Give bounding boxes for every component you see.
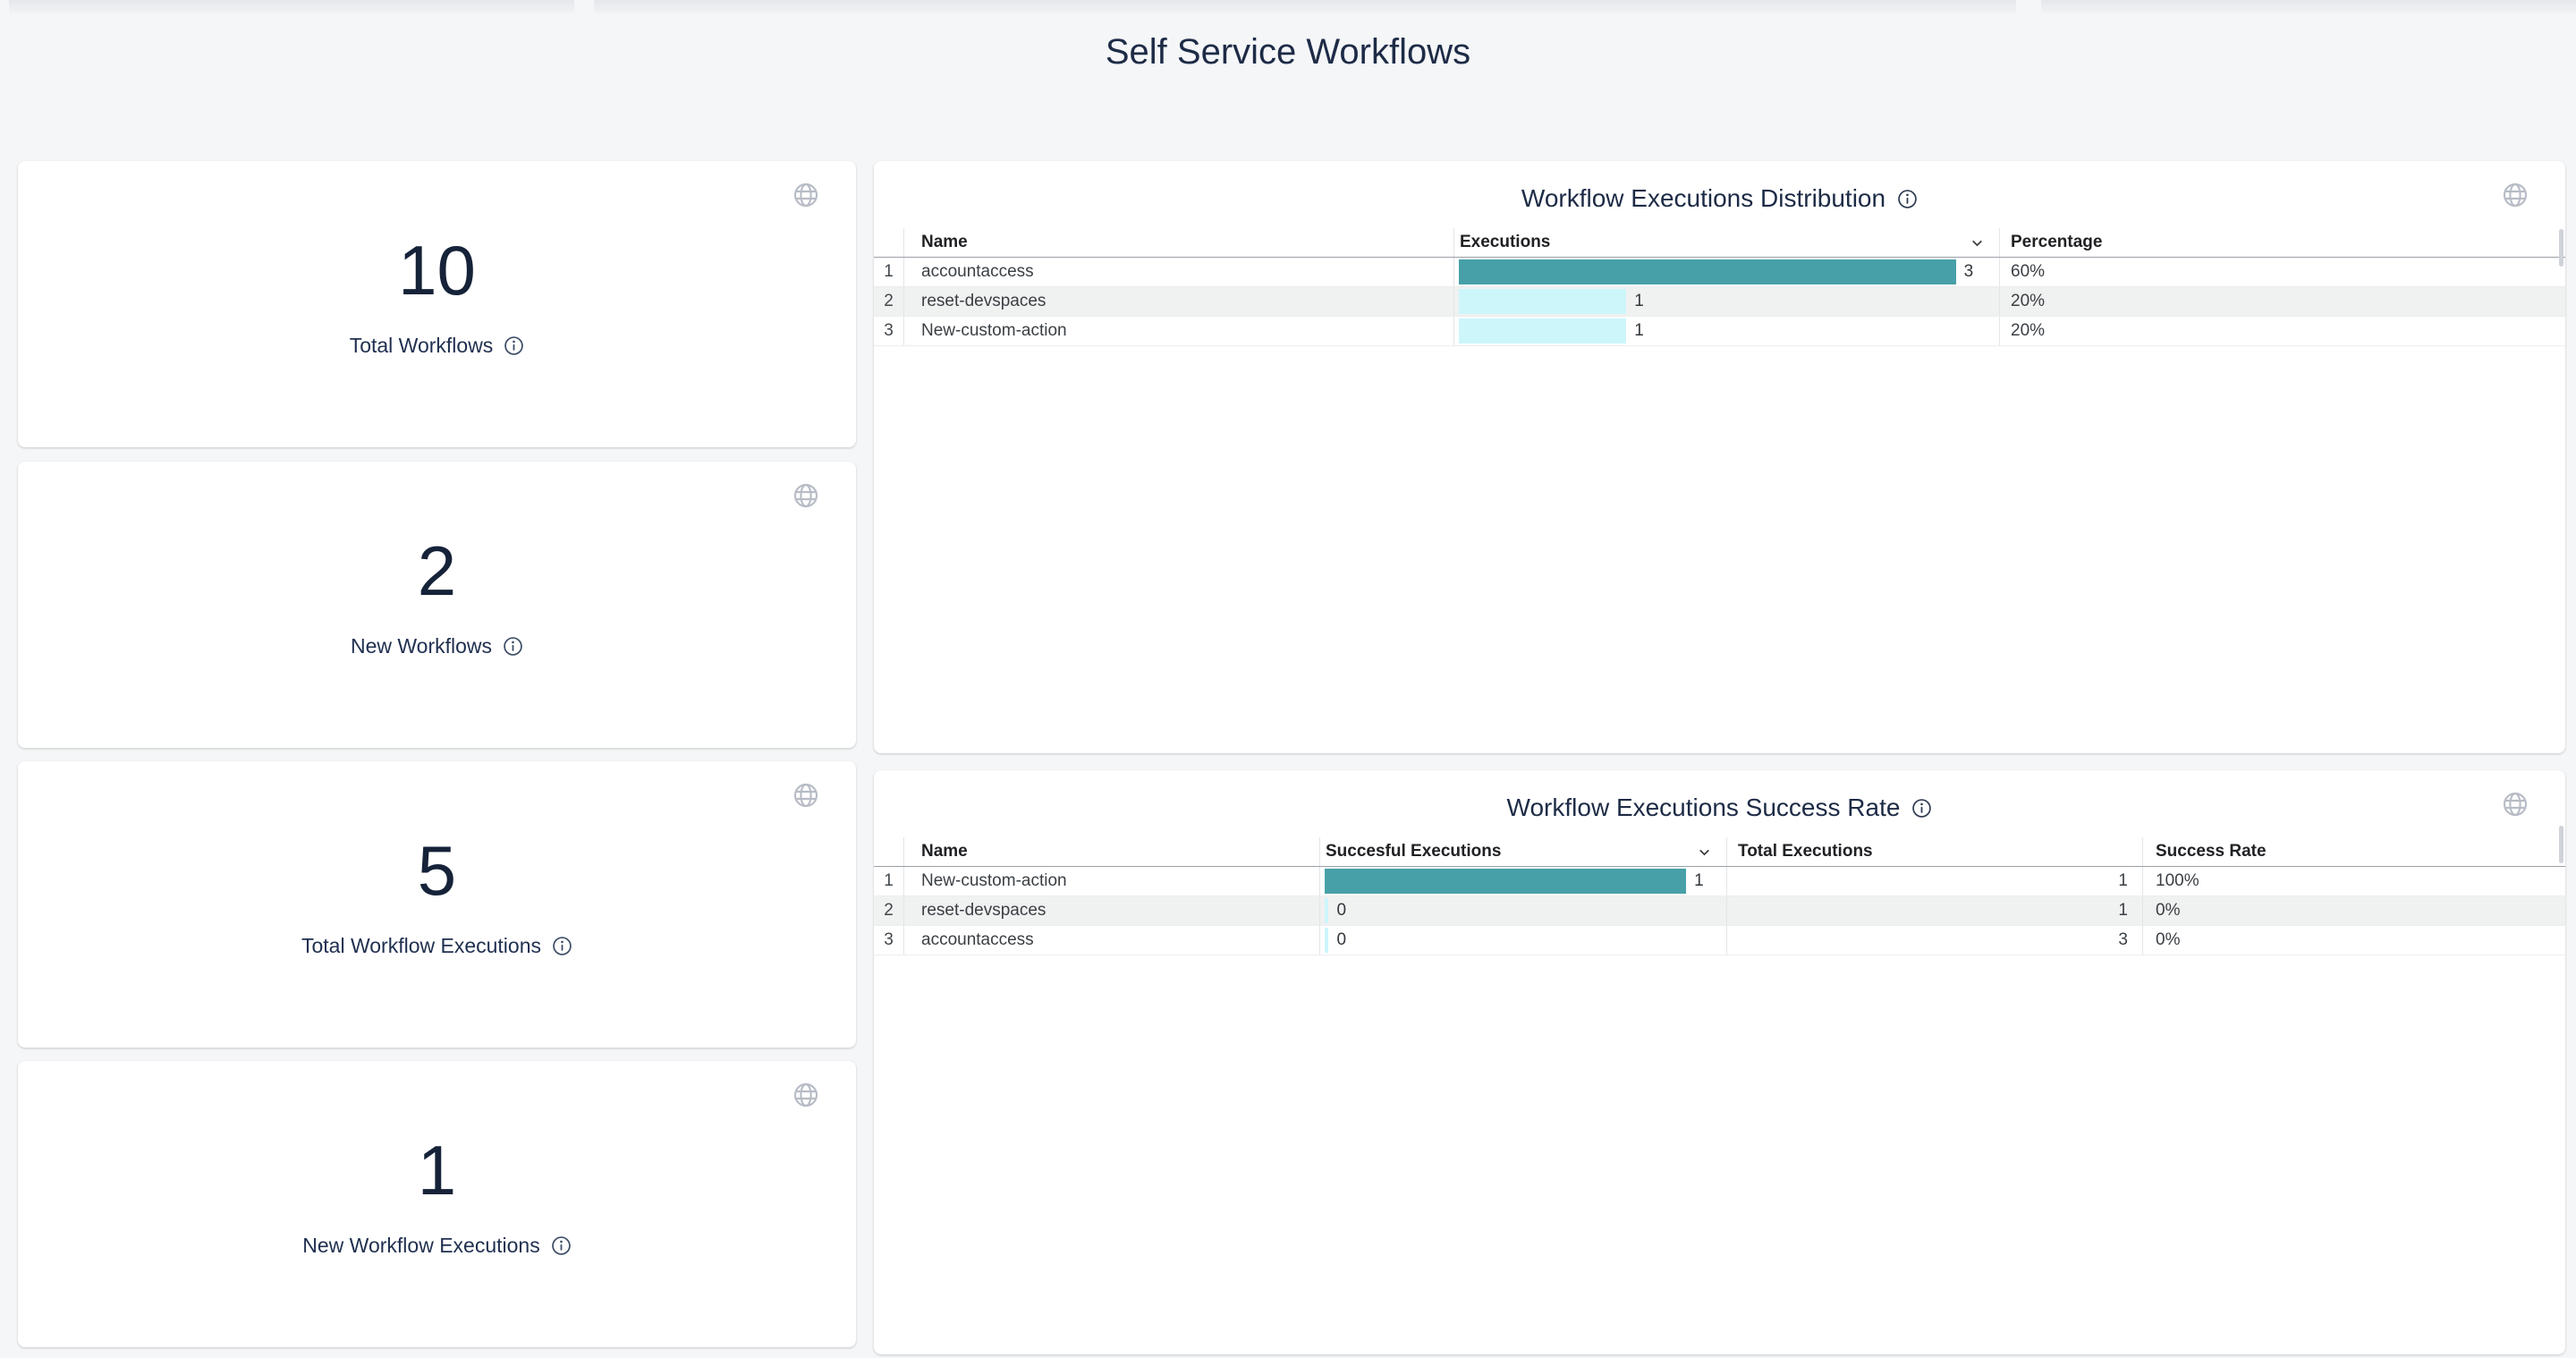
- workflow-name: reset-devspaces: [903, 287, 1453, 316]
- executions-value: 3: [1963, 262, 1974, 281]
- executions-value: 1: [1634, 292, 1644, 310]
- stat-value: 2: [417, 530, 457, 610]
- total-executions-value: 1: [1726, 896, 2142, 925]
- stat-card-total-workflow-executions: 5 Total Workflow Executions: [18, 761, 856, 1048]
- stat-label: Total Workflows: [349, 333, 494, 357]
- stat-label: Total Workflow Executions: [301, 933, 541, 957]
- row-number: 3: [884, 930, 894, 949]
- successful-executions-bar-cell: 0: [1319, 926, 1726, 955]
- table-row[interactable]: 1 New-custom-action 1 1 100%: [874, 867, 2565, 896]
- successful-executions-bar: [1325, 898, 1329, 923]
- stat-value: 1: [417, 1130, 457, 1209]
- top-cutoff-band: [2041, 0, 2576, 13]
- globe-icon[interactable]: [792, 1081, 820, 1109]
- stat-label: New Workflow Executions: [302, 1233, 540, 1257]
- table-row[interactable]: 2 reset-devspaces 0 1 0%: [874, 896, 2565, 926]
- table-title: Workflow Executions Distribution: [1521, 184, 1886, 212]
- table-title: Workflow Executions Success Rate: [1506, 794, 1901, 821]
- column-header-percentage[interactable]: Percentage: [1999, 228, 2565, 257]
- row-number: 2: [884, 292, 894, 310]
- top-cutoff-band: [594, 0, 2016, 13]
- globe-icon[interactable]: [2501, 790, 2529, 819]
- successful-executions-bar-cell: 1: [1319, 867, 1726, 895]
- table-row[interactable]: 3 accountaccess 0 3 0%: [874, 926, 2565, 955]
- globe-icon[interactable]: [792, 181, 820, 209]
- executions-bar-cell: 1: [1453, 287, 1999, 316]
- executions-value: 1: [1634, 321, 1644, 340]
- stat-value: 10: [398, 230, 476, 310]
- total-executions-value: 3: [1726, 926, 2142, 955]
- page-title: Self Service Workflows: [1105, 32, 1471, 72]
- stat-card-total-workflows: 10 Total Workflows: [18, 161, 856, 447]
- successful-executions-value: 0: [1336, 930, 1347, 949]
- percentage-value: 20%: [1999, 317, 2565, 345]
- row-number-header: [874, 837, 903, 866]
- row-number-header: [874, 228, 903, 257]
- vertical-scrollbar-thumb[interactable]: [2559, 229, 2563, 267]
- total-executions-value: 1: [1726, 867, 2142, 895]
- info-icon[interactable]: [551, 1235, 572, 1256]
- row-number: 3: [884, 321, 894, 340]
- globe-icon[interactable]: [792, 481, 820, 510]
- successful-executions-bar: [1325, 928, 1329, 953]
- workflow-name: New-custom-action: [903, 317, 1453, 345]
- stat-card-new-workflow-executions: 1 New Workflow Executions: [18, 1061, 856, 1347]
- workflow-name: accountaccess: [903, 926, 1319, 955]
- vertical-scrollbar-thumb[interactable]: [2559, 826, 2563, 863]
- row-number: 2: [884, 901, 894, 920]
- column-header-name[interactable]: Name: [903, 228, 1453, 257]
- successful-executions-bar-cell: 0: [1319, 896, 1726, 925]
- success-rate-value: 0%: [2142, 926, 2565, 955]
- executions-bar: [1459, 259, 1956, 284]
- table-row[interactable]: 1 accountaccess 3 60%: [874, 258, 2565, 287]
- table-header-row: Name Executions Percentage: [874, 228, 2565, 258]
- success-rate-value: 0%: [2142, 896, 2565, 925]
- success-rate-value: 100%: [2142, 867, 2565, 895]
- distribution-table-card: Workflow Executions Distribution Name Ex…: [874, 161, 2565, 753]
- column-header-success-rate[interactable]: Success Rate: [2142, 837, 2565, 866]
- executions-bar: [1459, 318, 1627, 344]
- table-row[interactable]: 2 reset-devspaces 1 20%: [874, 287, 2565, 317]
- workflow-name: reset-devspaces: [903, 896, 1319, 925]
- executions-bar-cell: 3: [1453, 258, 1999, 286]
- top-cutoff-band: [9, 0, 574, 13]
- workflow-name: New-custom-action: [903, 867, 1319, 895]
- successful-executions-value: 0: [1336, 901, 1347, 920]
- table-header-row: Name Succesful Executions Total Executio…: [874, 837, 2565, 867]
- successful-executions-value: 1: [1694, 871, 1704, 890]
- column-header-name[interactable]: Name: [903, 837, 1319, 866]
- stat-value: 5: [417, 830, 457, 910]
- row-number: 1: [884, 871, 894, 890]
- stat-label: New Workflows: [350, 633, 493, 658]
- table-row[interactable]: 3 New-custom-action 1 20%: [874, 317, 2565, 346]
- column-header-successful-executions[interactable]: Succesful Executions: [1319, 837, 1726, 866]
- column-header-executions[interactable]: Executions: [1453, 228, 1999, 257]
- percentage-value: 20%: [1999, 287, 2565, 316]
- globe-icon[interactable]: [2501, 181, 2529, 209]
- workflow-name: accountaccess: [903, 258, 1453, 286]
- info-icon[interactable]: [1897, 189, 1918, 209]
- column-header-total-executions[interactable]: Total Executions: [1726, 837, 2142, 866]
- executions-bar: [1459, 289, 1627, 314]
- globe-icon[interactable]: [792, 781, 820, 810]
- row-number: 1: [884, 262, 894, 281]
- info-icon[interactable]: [1911, 798, 1932, 819]
- executions-bar-cell: 1: [1453, 317, 1999, 345]
- stat-card-new-workflows: 2 New Workflows: [18, 462, 856, 748]
- info-icon[interactable]: [504, 335, 524, 356]
- info-icon[interactable]: [552, 936, 572, 956]
- chevron-down-icon[interactable]: [1697, 845, 1712, 860]
- success-rate-table-card: Workflow Executions Success Rate Name Su…: [874, 770, 2565, 1354]
- chevron-down-icon[interactable]: [1970, 235, 1985, 250]
- successful-executions-bar: [1325, 869, 1687, 894]
- info-icon[interactable]: [503, 636, 523, 657]
- percentage-value: 60%: [1999, 258, 2565, 286]
